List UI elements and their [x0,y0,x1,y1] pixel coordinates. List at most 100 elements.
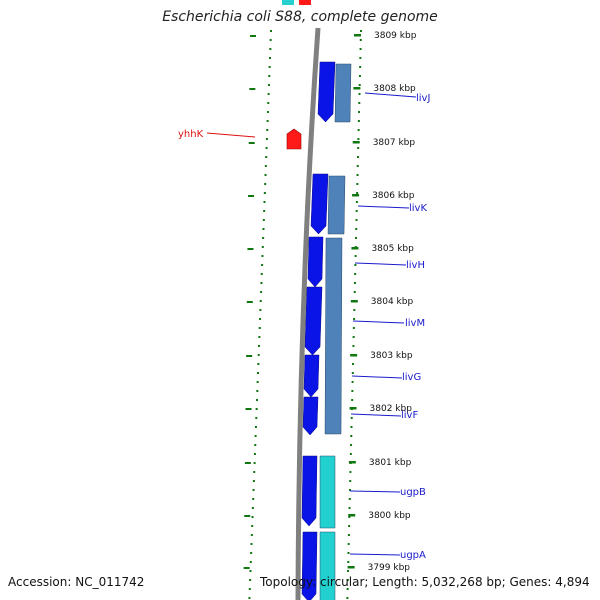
outer-dot [359,48,362,50]
gene-label-ugpb: ugpB [400,487,426,498]
inner-dot [250,552,253,554]
outer-dot [354,264,357,266]
kbp-label: 3801 kbp [369,458,412,468]
inner-dot [264,183,267,185]
outer-dot [348,498,351,500]
inner-dot [265,147,268,149]
outer-dot [351,399,354,401]
dotted-rings [248,30,362,599]
inner-dot [256,381,259,383]
outer-dot [359,66,362,68]
inner-dot [255,399,258,401]
forward-gene-arrow [310,173,329,235]
inner-dot [261,255,264,257]
outer-dot [353,282,356,284]
outer-dot [348,516,351,518]
inner-tick [244,462,251,464]
inner-tick [250,35,256,37]
inner-dot [266,129,269,131]
outer-dot [356,183,359,185]
gene-label-yhhk: yhhK [178,129,204,140]
reverse-gene-block [324,237,343,435]
inner-dot [251,507,254,509]
inner-dot [261,246,264,248]
kbp-tick [351,247,359,250]
outer-dot [359,39,362,41]
reverse-gene-block [319,455,336,529]
inner-tick [247,248,254,250]
gene-leader-line [354,262,407,266]
outer-dot [349,480,352,482]
kbp-label: 3806 kbp [372,191,415,201]
inner-dot [258,345,261,347]
outer-dot [350,426,353,428]
gene-leader-line [351,375,403,379]
kbp-label: 3808 kbp [373,84,416,94]
inner-dot [251,516,254,518]
outer-dot [357,138,360,140]
inner-dot [254,426,257,428]
inner-dot [258,327,261,329]
outer-dot [347,543,350,545]
inner-dot [258,336,261,338]
outer-dot [346,597,349,599]
gene-label-livk: livK [409,203,427,214]
inner-tick [248,195,255,197]
inner-tick [245,408,252,410]
gene-leader-line [349,490,401,493]
outer-dot [348,525,351,527]
outer-dot [351,381,354,383]
inner-dot [261,264,264,266]
outer-dot [358,102,361,104]
inner-dot [252,480,255,482]
inner-dot [263,192,266,194]
inner-tick [244,515,251,517]
inner-dot [267,102,270,104]
inner-dot [262,237,265,239]
outer-dot [353,318,356,320]
topology-text: Topology: circular; Length: 5,032,268 bp… [260,575,590,589]
inner-dot [267,84,270,86]
gene-leader-line [364,92,417,98]
outer-dot [358,84,361,86]
inner-dot [257,372,260,374]
inner-dot [262,219,265,221]
inner-dot [250,543,253,545]
outer-dot [354,273,357,275]
outer-dot [358,75,361,77]
kbp-tick [348,461,356,464]
reverse-gene-block [319,531,336,600]
outer-dot [360,30,362,32]
inner-dot [253,453,256,455]
outer-dot [357,120,360,122]
inner-dot [257,363,260,365]
outer-dot [355,237,358,239]
forward-gene-arrow [301,531,318,600]
forward-gene-arrow [301,455,318,527]
kbp-tick [350,300,358,303]
kbp-tick [352,194,360,197]
inner-dot [270,30,272,32]
outer-dot [352,363,355,365]
kbp-labels: 3809 kbp 3808 kbp 3807 kbp 3806 kbp 3805 kbp… [368,31,417,573]
inner-dot [249,570,252,572]
inner-dot [266,111,269,113]
kbp-label: 3804 kbp [371,297,414,307]
inner-dot [268,75,271,77]
outer-dot [347,570,350,572]
forward-gene-arrow [317,61,336,123]
inner-dot [255,408,258,410]
inner-dot [252,498,255,500]
outer-dot [349,453,352,455]
inner-dot [267,93,270,95]
kbp-tick [352,141,360,144]
outer-dot [349,471,352,473]
kbp-tick [350,354,358,357]
kbp-tick [348,514,356,517]
reverse-gene-block [327,175,346,235]
inner-dot [254,435,257,437]
outer-dot [356,156,359,158]
kbp-ticks [243,34,361,569]
inner-dot [265,156,268,158]
